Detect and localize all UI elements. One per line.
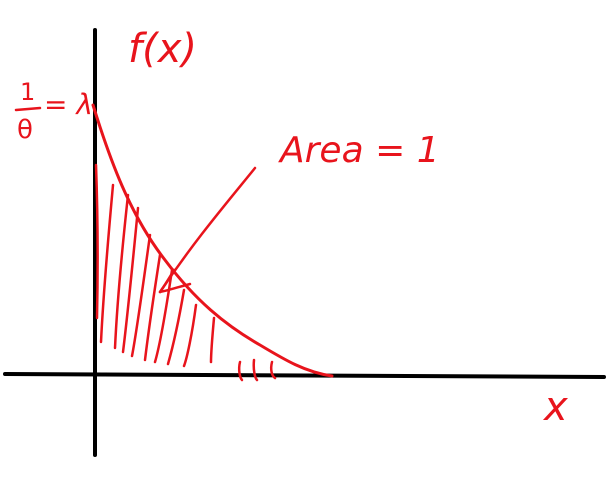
fraction-bar [14, 106, 42, 112]
intercept-denominator: θ [17, 115, 33, 145]
x-axis-label: x [542, 384, 568, 430]
x-axis [3, 372, 606, 379]
intercept-numerator: 1 [20, 78, 35, 106]
area-pointer-line [158, 166, 257, 294]
area-label: Area = 1 [278, 130, 440, 171]
decay-curve [91, 103, 334, 378]
area-pointer-head [158, 268, 192, 294]
area-hatching [94, 163, 277, 382]
y-axis [92, 28, 97, 457]
intercept-suffix: = λ [44, 88, 93, 121]
function-label: f(x) [128, 26, 197, 72]
